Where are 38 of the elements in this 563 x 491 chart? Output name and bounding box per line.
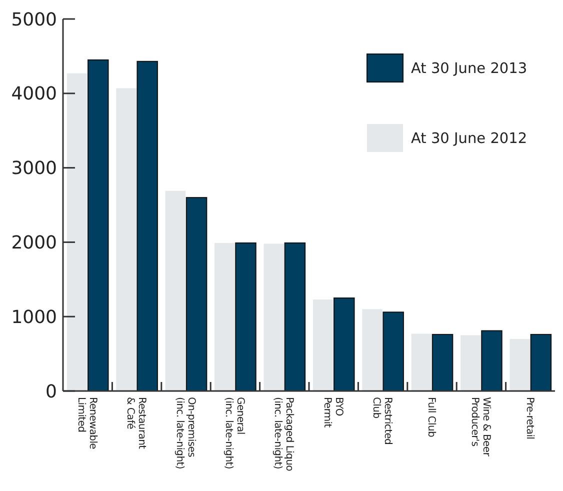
bar xyxy=(382,312,404,392)
legend-label: At 30 June 2013 xyxy=(411,61,528,77)
bar xyxy=(362,309,382,391)
bar xyxy=(66,73,88,391)
bar xyxy=(264,244,284,391)
bar xyxy=(411,334,432,391)
y-tick-label: 2000 xyxy=(11,232,57,254)
x-tick-label: Pre-retail xyxy=(524,397,535,440)
x-tick-label: Full Club xyxy=(426,397,436,438)
bar xyxy=(116,88,136,391)
y-tick-label: 5000 xyxy=(11,9,57,30)
bar xyxy=(334,298,355,392)
bar xyxy=(481,330,502,392)
bar xyxy=(165,190,186,391)
bar xyxy=(312,299,334,391)
x-tick-label: Restaurant & Café xyxy=(124,397,148,450)
bar xyxy=(88,59,109,392)
y-tick-label: 1000 xyxy=(11,306,57,328)
x-tick-label: Packaged Liquo (inc. late-night) xyxy=(272,397,295,472)
bar xyxy=(510,338,530,391)
bar xyxy=(214,242,235,391)
y-tick-label: 0 xyxy=(46,381,57,402)
x-tick-label: On-premises (inc. late-night) xyxy=(174,397,196,470)
bar xyxy=(235,242,256,392)
legend-label: At 30 June 2012 xyxy=(411,131,528,147)
bar xyxy=(186,197,208,392)
bar xyxy=(284,242,306,392)
x-tick-label: Renewable Limited xyxy=(75,397,98,450)
y-tick-label: 3000 xyxy=(11,158,57,180)
bar xyxy=(136,60,158,392)
bar xyxy=(460,335,481,391)
x-tick-label: General (inc. late-night) xyxy=(222,397,246,470)
bar xyxy=(530,334,552,392)
x-tick-label: Restricted Club xyxy=(370,397,394,445)
y-tick-label: 4000 xyxy=(11,84,57,105)
x-tick-label: Wine & Beer Producer's xyxy=(468,397,492,458)
bar xyxy=(432,334,454,392)
x-tick-label: BYO Permit xyxy=(321,397,344,428)
